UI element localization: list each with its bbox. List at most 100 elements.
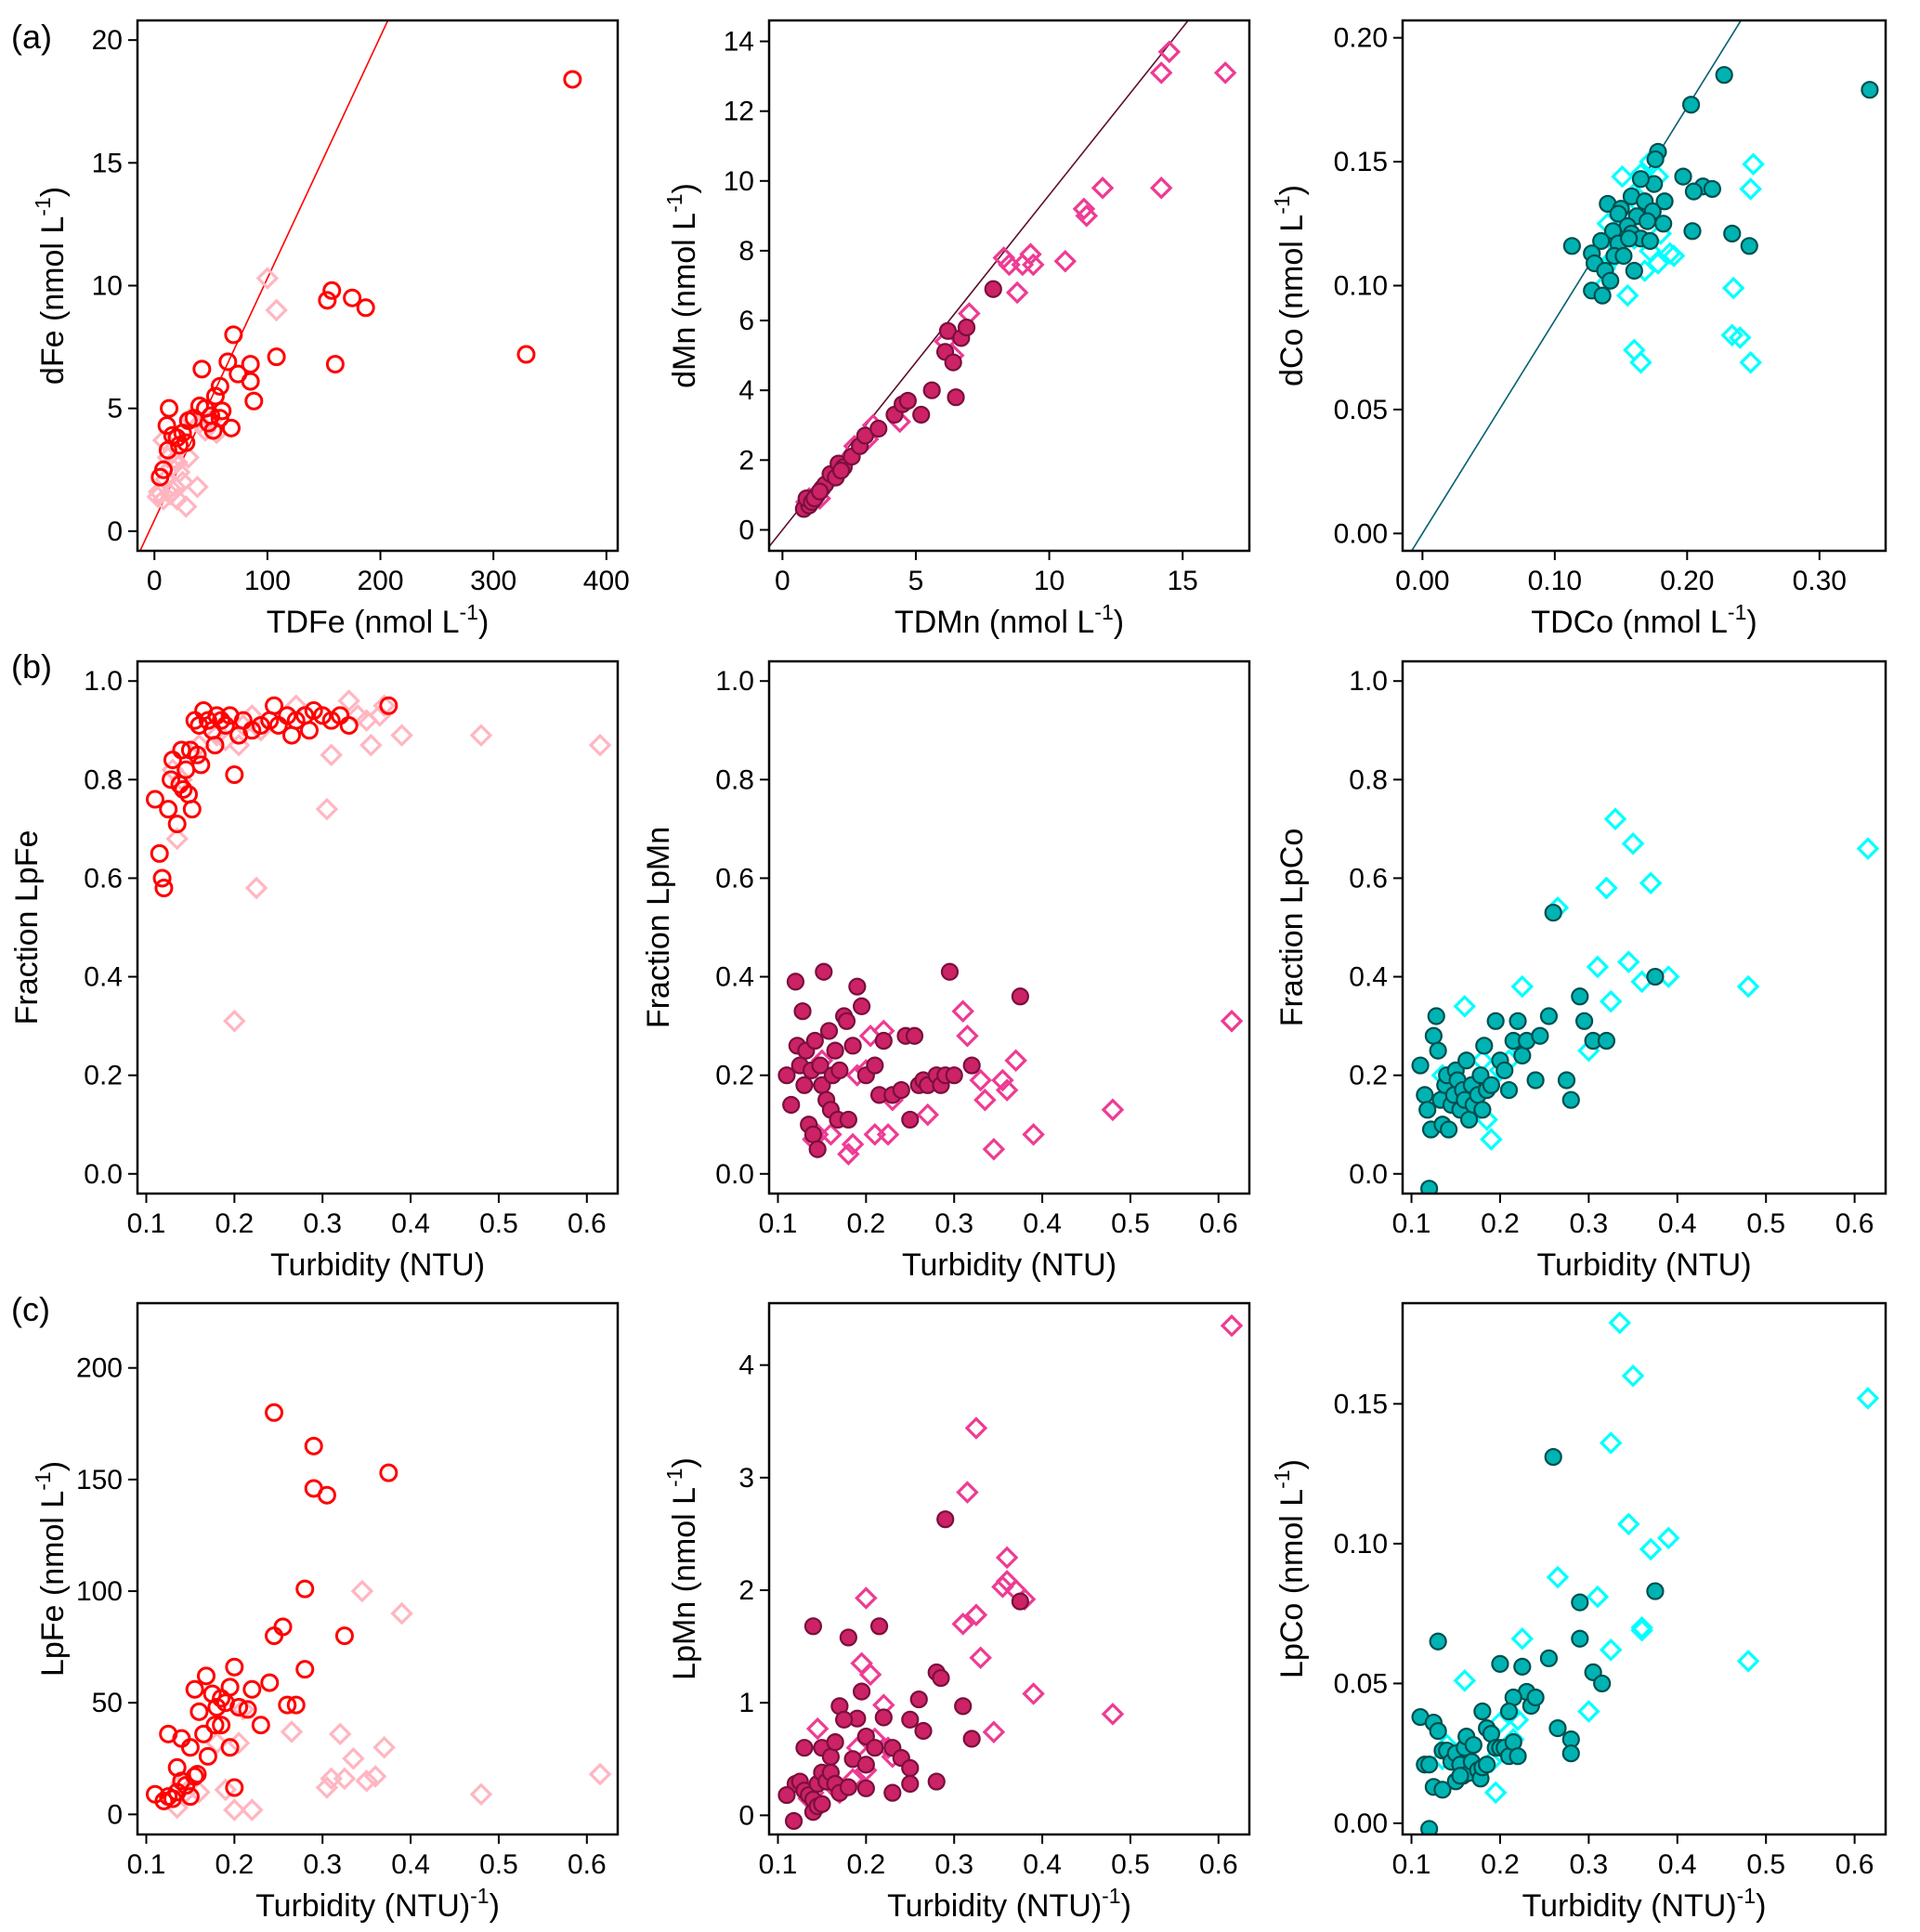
data-point [1531, 1026, 1549, 1045]
y-tick-label: 0.15 [1334, 1389, 1388, 1419]
data-point [1640, 231, 1660, 251]
y-tick-label: 0.0 [1349, 1159, 1388, 1190]
data-point [1499, 1080, 1519, 1100]
data-point [1101, 1098, 1125, 1122]
y-tick-label: 0 [738, 515, 754, 545]
data-point [839, 1110, 857, 1129]
data-point [1019, 242, 1042, 266]
data-point [984, 280, 1002, 298]
y-axis-label: LpMn (nmol L-1) [662, 1457, 702, 1680]
x-axis-label: Turbidity (NTU)-1) [255, 1884, 500, 1924]
data-point [265, 696, 284, 715]
data-point [325, 355, 345, 374]
plot-frame [136, 19, 620, 553]
data-point [1617, 950, 1640, 973]
data-point [295, 1660, 315, 1679]
data-point [1639, 1537, 1663, 1561]
data-point [786, 973, 805, 991]
data-point [229, 1698, 249, 1717]
x-tick-label: 0.1 [127, 1208, 166, 1239]
data-point [956, 1024, 979, 1048]
data-point [356, 298, 375, 318]
data-point [158, 440, 177, 460]
data-point [1615, 283, 1639, 307]
data-point [159, 800, 178, 819]
y-tick-label: 4 [738, 1351, 754, 1381]
data-point [909, 1690, 928, 1709]
panel-c-Co: 0.1 0.2 0.3 0.4 0.5 0.6 0.00 0.05 0.10 0.15 Turbid… [1270, 1301, 1887, 1924]
data-point [372, 1736, 396, 1759]
row-label-c: (c) [11, 1290, 50, 1328]
panel-b-Fe: 0.1 0.2 0.3 0.4 0.5 0.6 0.0 0.2 0.4 0.6 0.8 1.0 Turb… [9, 659, 620, 1283]
data-point [1742, 152, 1765, 176]
x-tick-label: 0 [147, 566, 163, 596]
x-tick-label: 0.2 [1481, 1208, 1520, 1239]
data-point [1621, 1364, 1645, 1388]
data-point [1681, 96, 1701, 114]
data-point [198, 711, 217, 730]
data-point [224, 325, 243, 345]
y-tick-label: 0.15 [1334, 147, 1388, 177]
data-point [1429, 1632, 1447, 1651]
data-point [225, 1657, 244, 1677]
x-tick-label: 0.1 [1392, 1849, 1431, 1880]
panel-a-Co: 0.00 0.10 0.20 0.30 0.00 0.05 0.10 0.15 0.20 TDCo… [1270, 19, 1887, 640]
data-point [1654, 215, 1673, 233]
x-tick-label: 0.10 [1528, 566, 1582, 596]
x-tick-label: 0.3 [303, 1208, 342, 1239]
data-point [343, 288, 362, 307]
data-point [855, 1586, 878, 1610]
data-point [176, 433, 196, 452]
data-point [805, 1031, 824, 1051]
ylabel-text: Fraction LpCo [1274, 829, 1310, 1027]
data-point [145, 790, 164, 809]
data-point [1022, 253, 1045, 277]
y-tick-label: 10 [724, 166, 754, 197]
x-tick-label: 200 [358, 566, 404, 596]
series-open [1430, 1311, 1880, 1805]
data-point [839, 1778, 857, 1796]
data-point [342, 1747, 365, 1770]
plot-frame [1401, 659, 1887, 1195]
data-point [328, 1722, 352, 1746]
panel-b-Mn: 0.1 0.2 0.3 0.4 0.5 0.6 0.0 0.2 0.4 0.6 0.8 1.0 Turb… [641, 659, 1251, 1283]
data-point [1011, 1592, 1029, 1611]
data-point [956, 1481, 979, 1504]
data-point [469, 1782, 493, 1807]
data-point [912, 405, 931, 424]
x-tick-label: 400 [583, 566, 630, 596]
data-point [1603, 807, 1627, 831]
data-point [995, 1078, 1019, 1102]
data-point [1571, 1629, 1589, 1648]
data-point [372, 694, 396, 718]
ylabel-text: LpCo (nmol L [1274, 1489, 1310, 1678]
x-tick-label: 0.6 [1199, 1849, 1238, 1880]
y-axis-label: LpFe (nmol L-1) [31, 1461, 71, 1677]
data-point [1646, 1582, 1665, 1600]
data-point [830, 1061, 849, 1079]
data-point [299, 721, 319, 740]
data-point [350, 1579, 374, 1603]
data-point [390, 1601, 413, 1625]
series-filled [1411, 903, 1665, 1194]
data-point [1149, 61, 1173, 85]
data-point [251, 1716, 270, 1735]
data-point [1631, 170, 1651, 189]
y-axis-label: dFe (nmol L-1) [31, 187, 71, 385]
data-point [1655, 192, 1674, 211]
data-point [1440, 1120, 1458, 1139]
data-point [1629, 350, 1652, 374]
data-point [1213, 61, 1237, 85]
y-axis-label: dMn (nmol L-1) [662, 183, 702, 388]
data-point [163, 476, 187, 499]
row-label-a: (a) [11, 18, 52, 56]
data-point [315, 1776, 339, 1799]
series-filled [145, 696, 398, 898]
data-point [241, 372, 260, 391]
data-point [160, 398, 179, 418]
y-tick-label: 0.2 [1349, 1061, 1388, 1091]
xlabel-text: Turbidity (NTU) [1536, 1247, 1751, 1283]
data-point [811, 1056, 829, 1075]
x-tick-label: 0.1 [759, 1208, 798, 1239]
data-point [777, 1785, 796, 1805]
